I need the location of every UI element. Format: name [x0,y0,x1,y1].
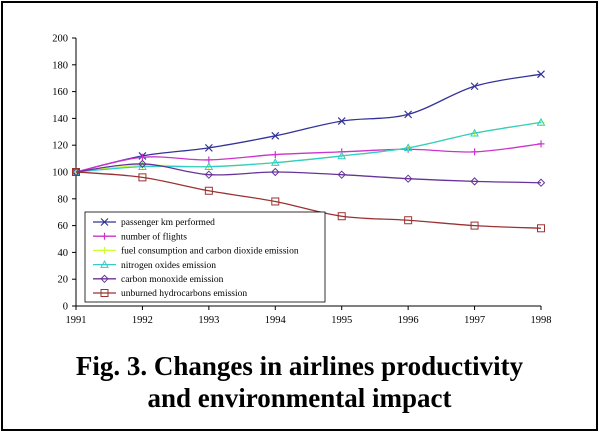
legend-swatch-marker [100,274,109,284]
y-ticks: 0 20 40 60 80 100 120 140 160 180 200 [52,34,76,313]
series-6 [72,168,545,233]
series-2-point [138,153,146,161]
legend-label: number of flights [121,231,187,242]
series-2-point [537,140,545,148]
legend-swatch-marker [100,218,109,226]
series-4-point [403,143,413,152]
x-tick-label: 1997 [464,315,485,326]
series-6-point [337,212,346,221]
legend-label: unburned hydrocarbons emission [121,289,247,299]
y-tick-label: 180 [52,60,68,71]
series-4-point [470,128,479,137]
y-tick-label: 60 [58,221,69,232]
series-1-line [75,73,542,173]
x-ticks: 1991 1992 1993 1994 1995 1996 1997 1998 [66,306,552,326]
series-2-point [271,151,279,159]
series-5-point [403,174,413,183]
legend-box [84,211,326,303]
x-tick-label: 1995 [331,315,352,326]
caption-line-2: and environmental impact [147,383,452,413]
series-6-line [75,171,542,229]
legend: passenger km performed number of flights f… [84,211,326,303]
legend-swatch-marker [101,232,108,240]
series-2-point [471,148,479,156]
series-5-point [271,167,280,177]
series-1-point [271,131,280,140]
y-tick-label: 160 [52,87,68,98]
series-6-point [470,221,479,230]
series-5-point [337,170,346,179]
series-1-point [337,117,346,126]
x-tick-label: 1993 [198,315,219,326]
legend-swatch-marker [100,289,109,297]
legend-label: passenger km performed [121,217,215,228]
x-tick-label: 1996 [398,315,419,326]
series-4-point [536,117,546,126]
series-5-point [204,170,214,179]
series-4-point [204,162,214,170]
x-tick-label: 1998 [531,315,552,326]
y-tick-label: 40 [58,248,69,259]
figure-caption: Fig. 3. Changes in airlines productivity… [0,350,599,414]
series-6-point [72,168,80,176]
series-layer [71,70,546,233]
series-1-point [537,70,545,79]
series-2-line [75,143,542,173]
series-5 [71,159,546,187]
series-6-point [204,186,213,195]
y-tick-label: 140 [52,114,68,125]
x-tick-label: 1994 [265,315,287,326]
caption-line-1: Fig. 3. Changes in airlines productivity [75,351,524,381]
y-tick-label: 80 [58,194,69,205]
series-1-point [204,143,213,152]
y-tick-label: 0 [63,302,68,313]
series-6-point [138,173,147,182]
y-tick-label: 200 [52,34,68,45]
line-chart: 0 20 40 60 80 100 120 140 160 180 200 1991 1992 1993… [52,34,552,327]
series-4-point [270,158,280,166]
legend-label: fuel consumption and carbon dioxide emis… [121,246,299,257]
series-2 [72,140,545,176]
series-1-point [470,82,479,91]
y-tick-label: 100 [52,168,68,179]
y-tick-label: 20 [58,275,69,286]
x-tick-label: 1992 [132,315,153,326]
y-tick-label: 120 [52,141,68,152]
series-1-point [404,110,413,119]
series-5-point [138,159,147,169]
x-tick-label: 1991 [66,315,87,326]
series-5-point [536,178,546,187]
series-6-point [537,224,545,233]
series-5-point [470,177,479,186]
series-6-point [271,197,280,206]
series-5-line [75,163,542,184]
series-4-point [337,151,347,160]
legend-swatch-marker [101,246,108,254]
series-6-point [404,216,413,225]
legend-label: nitrogen oxides emission [121,261,216,271]
series-4-line [75,121,542,173]
legend-swatch-marker [100,260,109,268]
legend-label: carbon monoxide emission [121,275,224,285]
